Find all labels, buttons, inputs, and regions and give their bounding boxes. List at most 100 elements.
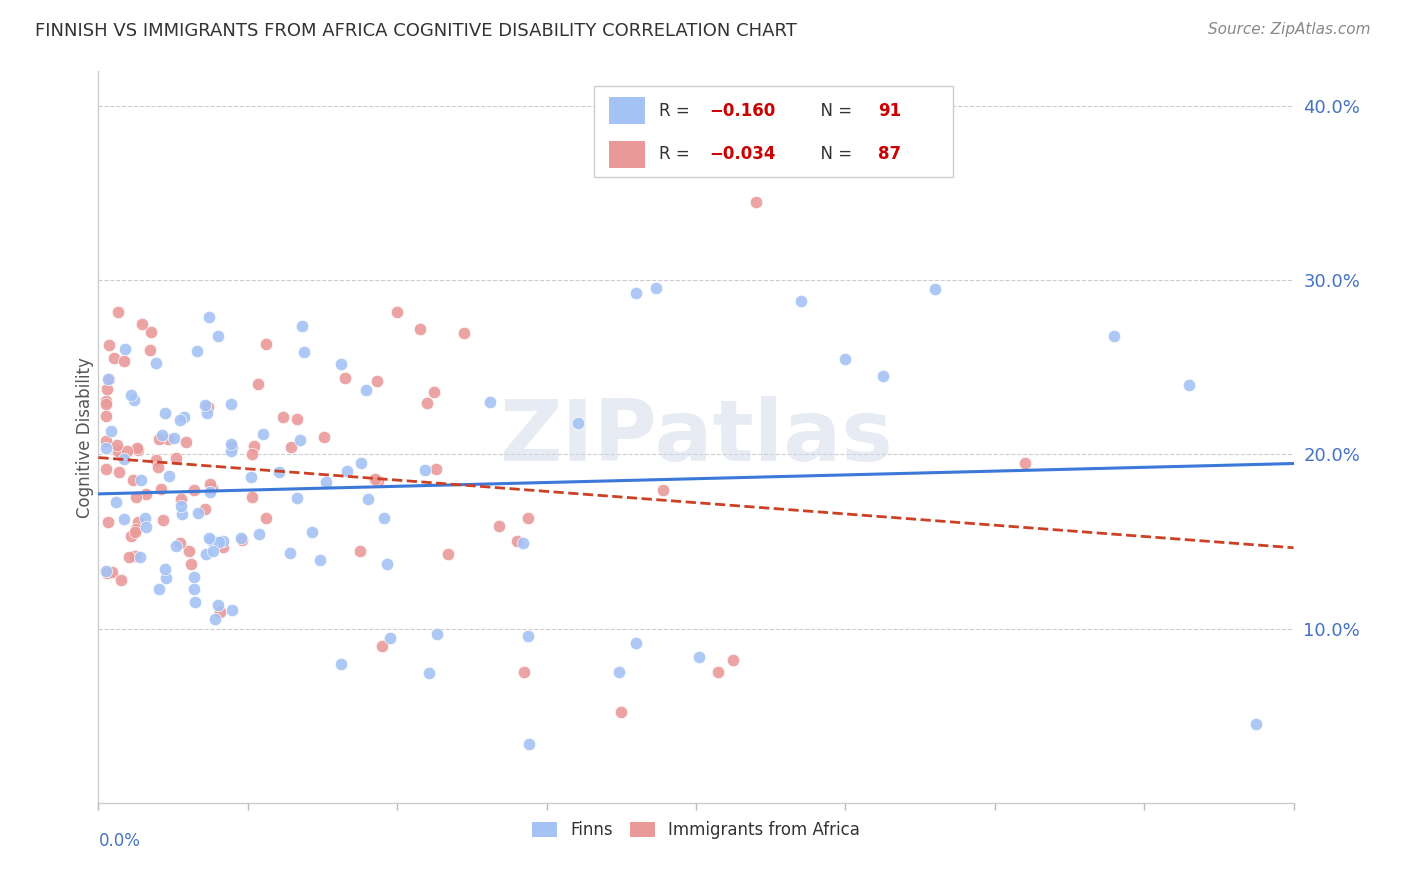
Point bbox=[179, 543, 201, 558]
Point bbox=[94, 434, 117, 449]
Point bbox=[145, 453, 167, 467]
Point bbox=[200, 481, 222, 495]
Point bbox=[131, 317, 153, 331]
Point bbox=[114, 343, 136, 357]
Point bbox=[517, 629, 540, 643]
Point bbox=[125, 441, 148, 455]
Point bbox=[872, 369, 894, 384]
Point bbox=[121, 529, 143, 543]
Point bbox=[135, 519, 157, 533]
Point bbox=[610, 705, 633, 719]
Point bbox=[357, 492, 380, 507]
Point bbox=[512, 536, 534, 550]
Point bbox=[211, 533, 233, 548]
Point bbox=[1104, 329, 1126, 343]
Point bbox=[101, 566, 124, 580]
Point bbox=[176, 435, 198, 450]
Text: ZIPatlas: ZIPatlas bbox=[499, 395, 893, 479]
Point bbox=[626, 285, 648, 300]
Text: 0.0%: 0.0% bbox=[98, 832, 141, 850]
Point bbox=[207, 598, 229, 612]
Point bbox=[924, 282, 946, 296]
Point bbox=[413, 463, 436, 477]
Point bbox=[166, 539, 188, 553]
Point bbox=[155, 571, 177, 585]
Point bbox=[94, 564, 117, 578]
Point bbox=[271, 410, 294, 425]
Point bbox=[153, 561, 176, 575]
Point bbox=[94, 409, 117, 423]
Point bbox=[219, 396, 242, 410]
Point bbox=[254, 337, 277, 351]
Point bbox=[517, 737, 540, 751]
Point bbox=[198, 485, 221, 500]
Point bbox=[418, 665, 440, 680]
Point bbox=[97, 371, 120, 385]
Point bbox=[207, 329, 229, 343]
Point bbox=[100, 424, 122, 438]
Point bbox=[204, 612, 226, 626]
Point bbox=[122, 393, 145, 408]
Point bbox=[97, 515, 120, 529]
Point bbox=[153, 406, 176, 420]
Point bbox=[416, 396, 439, 410]
Point bbox=[513, 665, 536, 680]
Point bbox=[115, 443, 138, 458]
Point bbox=[312, 429, 335, 443]
Point bbox=[152, 428, 174, 442]
Point bbox=[221, 441, 243, 455]
Point bbox=[148, 582, 170, 597]
Point bbox=[187, 506, 209, 520]
Point bbox=[209, 605, 232, 619]
Point bbox=[197, 400, 219, 414]
Point bbox=[624, 636, 647, 650]
Point bbox=[180, 558, 202, 572]
Point bbox=[651, 483, 673, 497]
Point bbox=[364, 472, 387, 486]
Point bbox=[354, 383, 377, 397]
Point bbox=[120, 388, 142, 402]
Y-axis label: Cognitive Disability: Cognitive Disability bbox=[76, 357, 94, 517]
Point bbox=[112, 451, 135, 466]
Point bbox=[645, 280, 668, 294]
Point bbox=[94, 461, 117, 475]
Point bbox=[453, 326, 475, 340]
Point bbox=[127, 515, 149, 529]
Point bbox=[183, 582, 205, 596]
Point bbox=[112, 512, 135, 526]
Point bbox=[247, 377, 270, 392]
Point bbox=[285, 491, 308, 505]
Point bbox=[127, 442, 149, 457]
Point bbox=[125, 522, 148, 536]
Point bbox=[221, 603, 243, 617]
Point bbox=[789, 294, 811, 309]
Point bbox=[426, 627, 449, 641]
Point bbox=[280, 546, 302, 560]
Text: FINNISH VS IMMIGRANTS FROM AFRICA COGNITIVE DISABILITY CORRELATION CHART: FINNISH VS IMMIGRANTS FROM AFRICA COGNIT… bbox=[35, 22, 797, 40]
Point bbox=[478, 395, 501, 409]
Point bbox=[367, 475, 389, 489]
Point bbox=[139, 343, 162, 357]
Point bbox=[219, 436, 242, 450]
Point bbox=[198, 531, 221, 545]
Point bbox=[349, 544, 371, 558]
Text: Source: ZipAtlas.com: Source: ZipAtlas.com bbox=[1208, 22, 1371, 37]
Point bbox=[94, 441, 117, 455]
Point bbox=[195, 406, 218, 420]
Point bbox=[288, 433, 311, 447]
Point bbox=[94, 393, 117, 408]
Point bbox=[170, 500, 193, 514]
Legend: Finns, Immigrants from Africa: Finns, Immigrants from Africa bbox=[526, 814, 866, 846]
Point bbox=[96, 382, 118, 396]
Point bbox=[240, 448, 263, 462]
Point bbox=[252, 427, 274, 442]
Point bbox=[194, 398, 217, 412]
Point bbox=[134, 511, 156, 525]
Point bbox=[194, 502, 217, 516]
Point bbox=[124, 549, 146, 563]
Point bbox=[186, 343, 208, 358]
Point bbox=[371, 639, 394, 653]
Point bbox=[110, 573, 132, 587]
Point bbox=[834, 351, 856, 366]
Point bbox=[170, 492, 193, 507]
